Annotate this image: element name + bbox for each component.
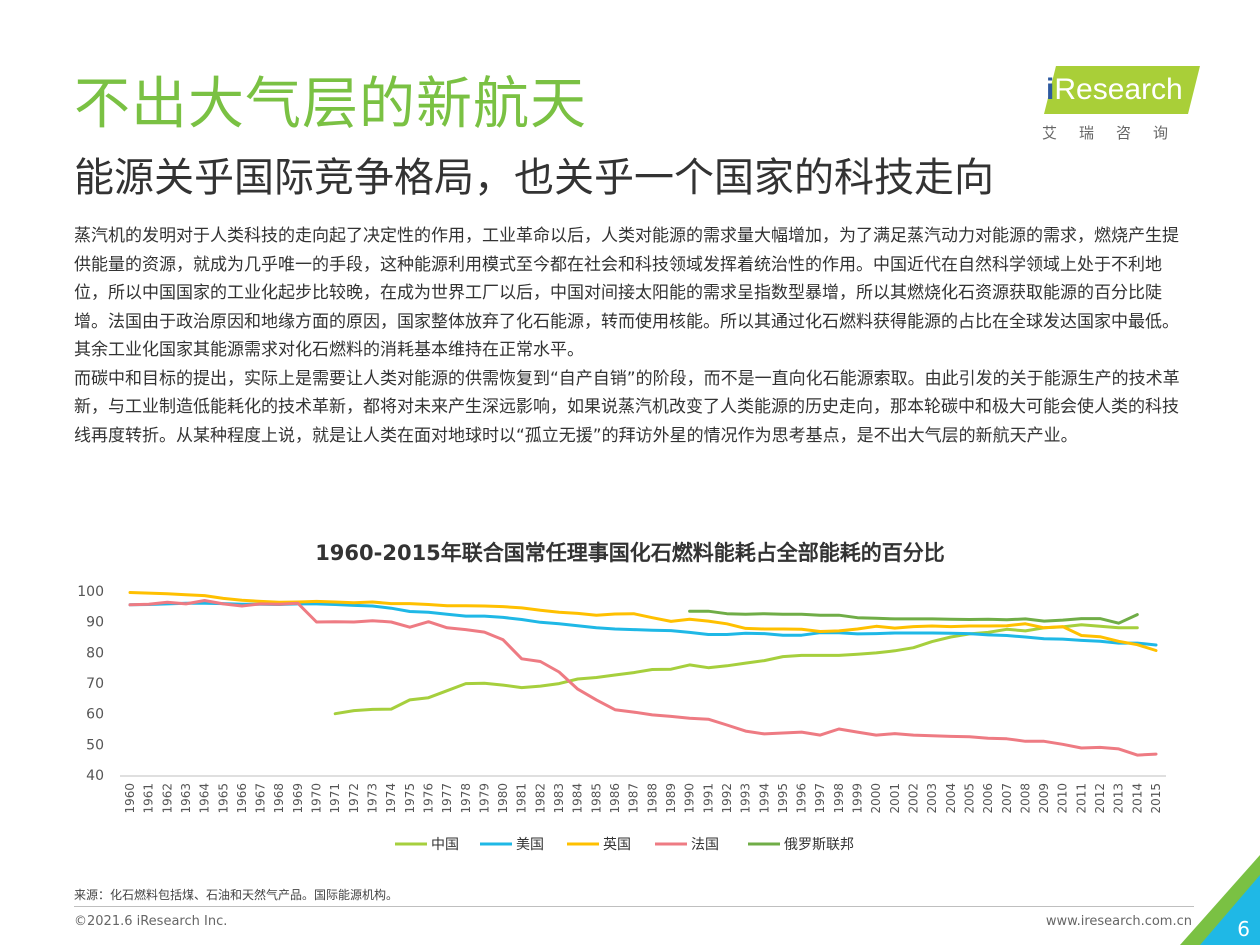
x-tick-label: 2013 [1112,783,1126,814]
x-tick-label: 1999 [851,783,865,814]
x-tick-label: 1973 [366,783,380,814]
x-tick-label: 1978 [459,783,473,814]
x-tick-label: 1996 [795,783,809,814]
y-tick-label: 60 [86,707,104,723]
x-tick-label: 1989 [664,783,678,814]
x-tick-label: 1981 [515,783,529,814]
series-line [128,601,1158,647]
x-tick-label: 2008 [1018,783,1032,814]
series-line [333,623,1139,716]
x-tick-label: 1993 [739,783,753,814]
x-tick-label: 1965 [216,783,230,814]
page-number: 6 [1237,917,1250,941]
x-tick-label: 1988 [645,783,659,814]
x-tick-label: 2014 [1130,783,1144,814]
x-tick-label: 1974 [384,783,398,814]
x-tick-label: 2001 [888,783,902,814]
x-tick-label: 1992 [720,783,734,814]
page-corner-decoration [1180,855,1260,945]
x-tick-label: 2005 [962,783,976,814]
x-tick-label: 1967 [254,783,268,814]
x-tick-label: 1963 [179,783,193,814]
x-tick-label: 1960 [123,783,137,814]
x-tick-label: 2011 [1074,783,1088,814]
x-tick-label: 1979 [477,783,491,814]
x-tick-label: 2000 [869,783,883,814]
logo-brand: iResearch [1046,73,1183,106]
x-tick-label: 1980 [496,783,510,814]
x-tick-label: 1966 [235,783,249,814]
page-subtitle: 能源关乎国际竞争格局，也关乎一个国家的科技走向 [74,155,994,201]
x-tick-label: 1995 [776,783,790,814]
x-tick-label: 1994 [757,783,771,814]
chart-title: 1960-2015年联合国常任理事国化石燃料能耗占全部能耗的百分比 [315,541,945,565]
y-tick-label: 40 [86,768,104,784]
x-tick-label: 2006 [981,783,995,814]
x-tick-label: 1984 [571,783,585,814]
fossil-fuel-line-chart: 40 50 60 70 80 90 100 1960 1961 1962 1963 1964 1965 1… [77,584,1166,853]
x-tick-label: 1990 [683,783,697,814]
x-tick-label: 1964 [198,783,212,814]
logo-chinese-name: 艾瑞咨询 [1042,124,1191,142]
copyright: ©2021.6 iResearch Inc. [74,914,228,929]
y-tick-label: 70 [86,676,104,692]
legend-label: 英国 [603,836,631,853]
body-paragraph: 蒸汽机的发明对于人类科技的走向起了决定性的作用，工业革命以后，人类对能源的需求量… [74,226,1179,360]
x-tick-label: 2015 [1149,783,1163,814]
legend-label: 俄罗斯联邦 [784,837,854,853]
x-tick-label: 1991 [701,783,715,814]
x-tick-label: 1985 [589,783,603,814]
x-tick-label: 1987 [627,783,641,814]
x-tick-label: 1970 [310,783,324,814]
body-paragraph: 而碳中和目标的提出，实际上是需要让人类对能源的供需恢复到“自产自销”的阶段，而不… [74,368,1180,446]
x-tick-label: 1977 [440,783,454,814]
series-line [128,599,1158,757]
x-tick-label: 1961 [142,783,156,814]
x-tick-label: 2010 [1056,783,1070,814]
x-tick-label: 1983 [552,783,566,814]
page-title: 不出大气层的新航天 [74,72,587,137]
x-tick-label: 1968 [272,783,286,814]
legend-label: 美国 [516,837,544,853]
footer-divider [74,906,1194,907]
y-tick-label: 50 [86,737,104,753]
y-tick-label: 80 [86,645,104,661]
x-tick-label: 1969 [291,783,305,814]
legend-label: 中国 [431,837,459,853]
body-text: 蒸汽机的发明对于人类科技的走向起了决定性的作用，工业革命以后，人类对能源的需求量… [74,222,1194,450]
x-tick-label: 1962 [160,783,174,814]
x-tick-label: 2012 [1093,783,1107,814]
x-tick-label: 2004 [944,783,958,814]
x-tick-label: 2007 [1000,783,1014,814]
legend-label: 法国 [691,837,719,853]
x-tick-label: 1986 [608,783,622,814]
website-url: www.iresearch.com.cn [1045,914,1192,929]
x-tick-label: 1971 [328,783,342,814]
x-tick-label: 1982 [533,783,547,814]
series-line [688,609,1139,625]
iresearch-logo: iResearch 艾瑞咨询 [1036,66,1206,146]
x-tick-label: 1998 [832,783,846,814]
x-tick-label: 2003 [925,783,939,814]
y-tick-label: 100 [77,584,104,600]
x-tick-label: 1975 [403,783,417,814]
x-tick-label: 2002 [906,783,920,814]
y-tick-label: 90 [86,615,104,631]
x-tick-label: 1976 [421,783,435,814]
series-line [128,591,1158,652]
x-tick-label: 2009 [1037,783,1051,814]
x-tick-label: 1997 [813,783,827,814]
x-tick-label: 1972 [347,783,361,814]
source-note: 来源：化石燃料包括煤、石油和天然气产品。国际能源机构。 [74,888,399,902]
